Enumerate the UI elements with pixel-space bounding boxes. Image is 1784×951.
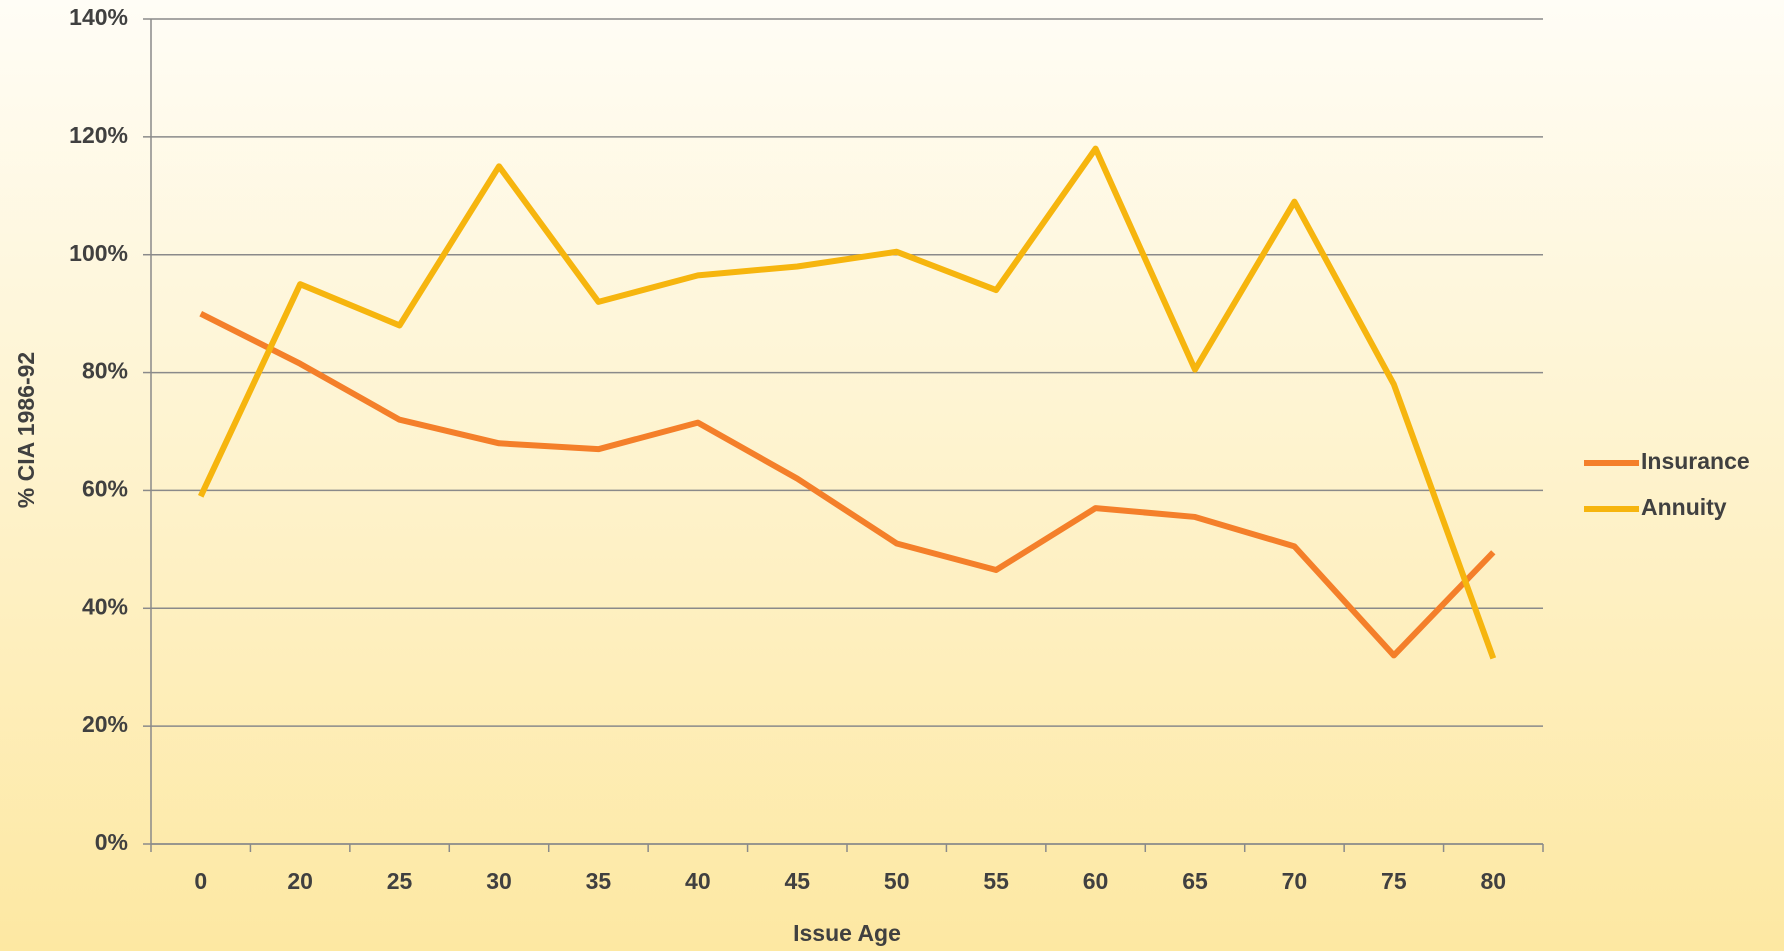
y-tick-label: 100% [69, 240, 128, 266]
series-line [199, 310, 1496, 659]
x-tick-label: 70 [1282, 868, 1308, 894]
x-tick-label: 35 [586, 868, 612, 894]
x-tick-label: 60 [1083, 868, 1109, 894]
legend-label: Annuity [1641, 494, 1727, 520]
y-tick-label: 140% [69, 4, 128, 30]
x-tick-label: 40 [685, 868, 711, 894]
y-axis-title: % CIA 1986-92 [13, 352, 39, 508]
y-tick-label: 60% [82, 476, 128, 502]
y-tick-label: 20% [82, 711, 128, 737]
x-tick-label: 30 [486, 868, 512, 894]
x-tick-label: 80 [1480, 868, 1506, 894]
x-tick-label: 45 [784, 868, 810, 894]
x-tick-label: 20 [287, 868, 313, 894]
x-tick-label: 25 [387, 868, 413, 894]
x-tick-label: 75 [1381, 868, 1407, 894]
x-tick-label: 50 [884, 868, 910, 894]
y-tick-label: 0% [95, 829, 128, 855]
y-tick-label: 120% [69, 122, 128, 148]
legend-label: Insurance [1641, 448, 1750, 474]
x-axis-title: Issue Age [793, 920, 901, 946]
x-tick-label: 0 [194, 868, 207, 894]
x-tick-label: 55 [983, 868, 1009, 894]
y-tick-label: 80% [82, 358, 128, 384]
x-tick-label: 65 [1182, 868, 1208, 894]
y-tick-label: 40% [82, 593, 128, 619]
series-line [197, 145, 1497, 660]
